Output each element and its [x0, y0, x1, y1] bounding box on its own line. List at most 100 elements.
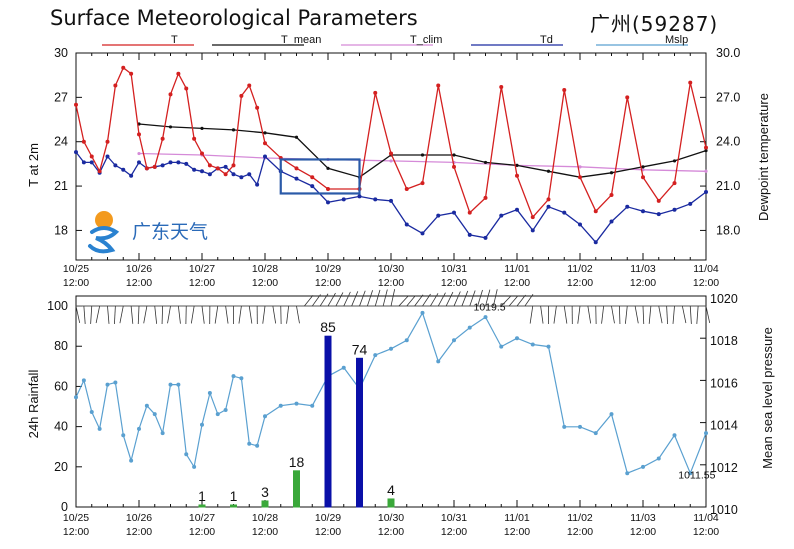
point-t: [239, 93, 244, 98]
wind-barb: [374, 289, 381, 307]
point-t: [81, 139, 86, 144]
point-mslp: [420, 310, 425, 315]
rain-bar: [324, 335, 332, 508]
point-t: [515, 173, 519, 178]
wind-barb: [130, 306, 134, 324]
point-t: [688, 80, 693, 85]
point-t: [176, 71, 181, 76]
bottom-y2tick-label: 1010: [710, 503, 738, 517]
point-t: [160, 136, 165, 141]
wind-barb: [214, 305, 219, 324]
point-t_mean: [294, 135, 299, 139]
point-mslp: [137, 426, 141, 431]
wind-barb: [167, 305, 171, 324]
point-t: [373, 90, 378, 95]
point-t_mean: [641, 165, 645, 169]
legend-label-mslp: Mslp: [665, 34, 688, 46]
bottom-xtick-time: 12:00: [126, 526, 152, 538]
point-td: [326, 200, 330, 205]
top-xtick-time: 12:00: [567, 277, 593, 289]
top-xtick-date: 10/30: [378, 263, 404, 275]
bottom-xtick-time: 12:00: [189, 526, 215, 538]
bottom-xtick-date: 10/30: [378, 512, 404, 524]
wind-barb: [453, 291, 461, 307]
point-t: [499, 85, 504, 90]
point-mslp: [129, 458, 134, 463]
point-mslp: [263, 414, 267, 419]
legend: T T_mean T_clim Td Mslp: [102, 34, 688, 46]
point-mslp: [294, 401, 299, 406]
point-mslp: [499, 344, 504, 349]
wind-barb: [201, 305, 205, 324]
point-t: [89, 154, 94, 159]
point-t: [144, 166, 149, 171]
bottom-xtick-time: 12:00: [504, 526, 530, 538]
point-t: [207, 163, 212, 168]
point-t: [483, 195, 488, 200]
point-mslp: [152, 412, 157, 417]
point-t: [452, 164, 456, 169]
point-t: [404, 187, 409, 192]
top-xtick-date: 11/04: [693, 263, 719, 275]
point-t: [436, 83, 441, 88]
point-t_clim: [704, 169, 708, 173]
point-t_clim: [389, 159, 393, 163]
top-ytick-label: 18: [54, 223, 68, 237]
point-td: [294, 176, 299, 181]
point-mslp: [247, 441, 252, 446]
legend-label-t_mean: T_mean: [281, 34, 321, 46]
bottom-y2tick-label: 1018: [710, 334, 738, 348]
point-t: [467, 210, 472, 215]
wind-barb: [516, 294, 526, 307]
wind-barb: [461, 290, 469, 307]
bottom-xtick-time: 12:00: [252, 526, 278, 538]
bottom-xtick-time: 12:00: [63, 526, 89, 538]
point-mslp: [160, 431, 165, 436]
point-t: [152, 164, 157, 169]
wind-barb: [624, 306, 628, 324]
point-mslp: [672, 433, 677, 438]
bottom-y2tick-label: 1012: [710, 461, 738, 475]
wind-barb: [95, 305, 101, 324]
bottom-ytick-label: 80: [54, 339, 68, 353]
wind-barb: [634, 305, 639, 324]
rain-label: 18: [289, 454, 305, 470]
point-t: [641, 175, 645, 180]
point-td: [373, 197, 378, 202]
top-y2tick-label: 21.0: [716, 179, 740, 193]
point-td: [546, 204, 551, 209]
bottom-y2label: Mean sea level pressure: [760, 327, 775, 469]
point-mslp: [625, 471, 630, 476]
bottom-xtick-date: 10/26: [126, 512, 152, 524]
point-mslp: [530, 342, 535, 347]
point-td: [168, 160, 173, 165]
point-t_clim: [137, 151, 141, 156]
point-t: [326, 187, 330, 192]
point-t: [192, 136, 197, 141]
point-t: [200, 151, 204, 156]
wind-barb: [648, 306, 652, 324]
bottom-ylabel: 24h Rainfall: [26, 370, 41, 439]
point-mslp: [144, 403, 149, 408]
bottom-xtick-date: 11/01: [504, 512, 530, 524]
point-mslp: [389, 346, 393, 351]
sun-icon: [95, 211, 113, 229]
wind-barb: [540, 305, 544, 324]
top-ytick-label: 24: [54, 135, 68, 149]
rain-bar: [230, 504, 237, 508]
point-t: [609, 192, 614, 197]
top-xtick-time: 12:00: [63, 277, 89, 289]
bottom-ytick-label: 20: [54, 460, 68, 474]
page-title: Surface Meteorological Parameters: [50, 6, 418, 30]
point-mslp: [239, 376, 244, 381]
top-xtick-date: 10/26: [126, 263, 152, 275]
point-mslp: [641, 464, 645, 469]
wind-barb: [286, 306, 290, 324]
point-td: [74, 150, 78, 155]
wind-barb: [587, 305, 592, 324]
point-td: [341, 197, 346, 202]
top-xtick-time: 12:00: [504, 277, 530, 289]
point-t: [97, 169, 102, 174]
top-xtick-time: 12:00: [630, 277, 656, 289]
wind-barb: [672, 306, 675, 324]
